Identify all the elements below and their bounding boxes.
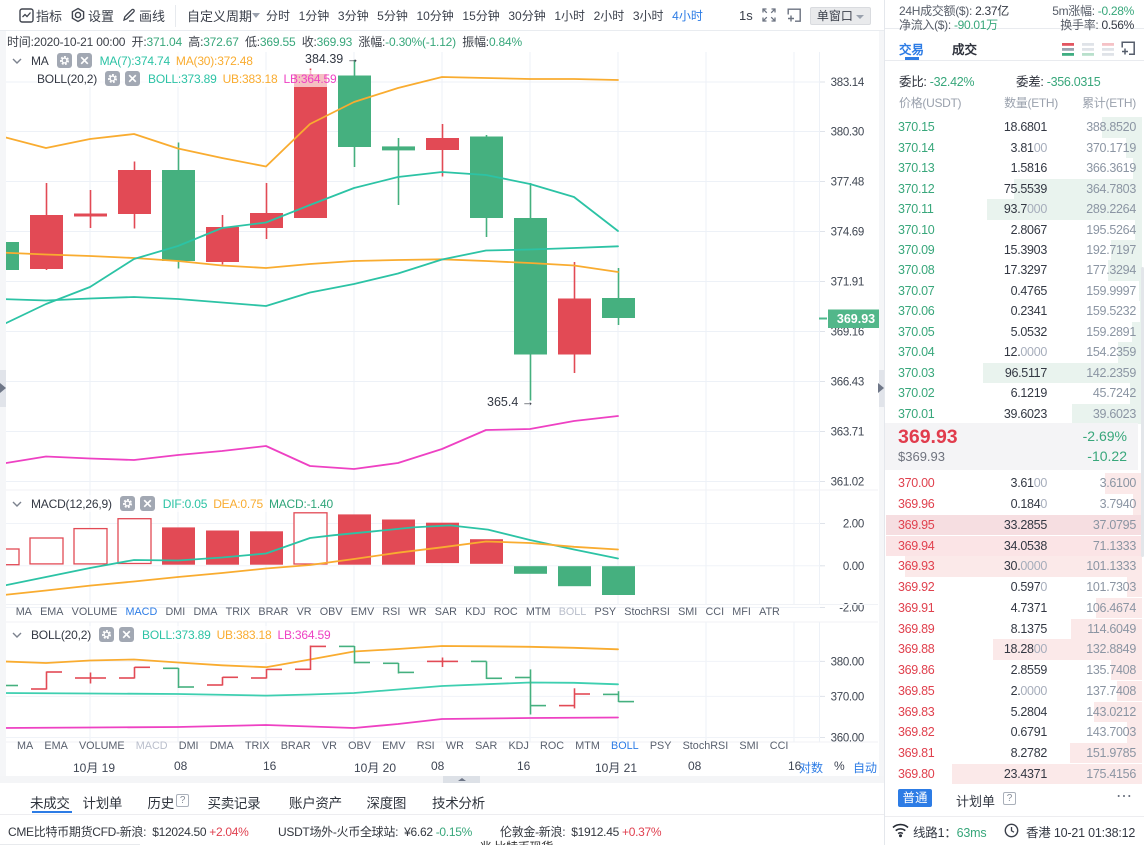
svg-text:380.30: 380.30 — [831, 127, 864, 139]
svg-text:366.43: 366.43 — [831, 377, 864, 389]
svg-text:383.14: 383.14 — [831, 77, 865, 89]
svg-text:371.91: 371.91 — [831, 277, 864, 289]
svg-text:365.4 →: 365.4 → — [487, 395, 534, 409]
svg-text:361.02: 361.02 — [831, 477, 864, 489]
svg-text:2.00: 2.00 — [843, 519, 864, 531]
svg-text:374.69: 374.69 — [831, 227, 864, 239]
svg-text:363.71: 363.71 — [831, 427, 864, 439]
svg-text:377.48: 377.48 — [831, 177, 864, 189]
svg-text:0.00: 0.00 — [843, 561, 864, 573]
svg-text:370.00: 370.00 — [831, 691, 864, 703]
svg-text:380.00: 380.00 — [831, 656, 864, 668]
svg-text:384.39 →: 384.39 → — [305, 52, 359, 66]
svg-text:-2.00: -2.00 — [839, 603, 864, 615]
svg-text:369.16: 369.16 — [831, 327, 864, 339]
svg-text:369.93: 369.93 — [837, 312, 875, 326]
